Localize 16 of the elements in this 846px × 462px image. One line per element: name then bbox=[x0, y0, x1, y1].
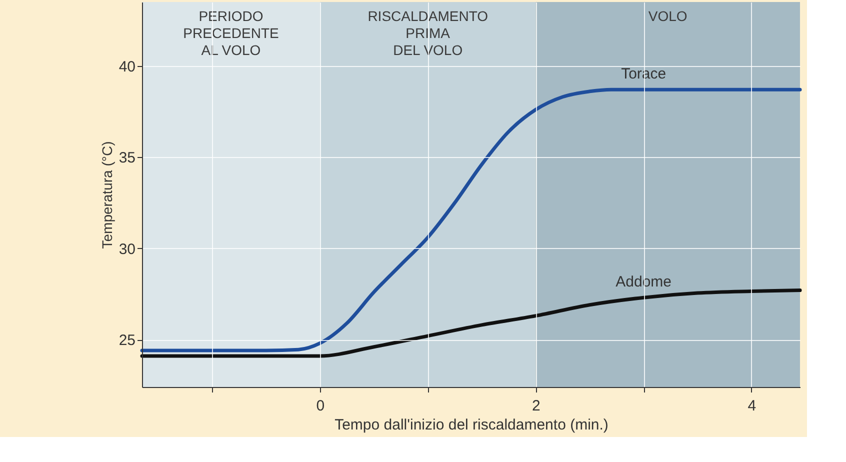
series-label: Torace bbox=[621, 66, 666, 83]
y-tick-label: 25 bbox=[118, 332, 136, 350]
series-label: Addome bbox=[616, 274, 672, 291]
line-series bbox=[140, 88, 802, 352]
band-label: PERIODO PRECEDENTE AL VOLO bbox=[183, 8, 279, 58]
x-tick-label: 2 bbox=[532, 398, 540, 414]
band-label: RISCALDAMENTO PRIMA DEL VOLO bbox=[368, 8, 488, 58]
x-tick-label: 4 bbox=[748, 398, 756, 414]
y-tick-label: 40 bbox=[118, 58, 136, 76]
x-axis-title: Tempo dall'inizio del riscaldamento (min.) bbox=[334, 416, 608, 434]
band-label: VOLO bbox=[648, 8, 688, 24]
y-tick-label: 30 bbox=[118, 240, 136, 258]
y-tick-label: 35 bbox=[118, 150, 136, 167]
x-tick-label: 0 bbox=[316, 398, 325, 414]
line-series bbox=[140, 288, 802, 358]
y-axis-title: Temperatura (°C) bbox=[98, 141, 115, 249]
